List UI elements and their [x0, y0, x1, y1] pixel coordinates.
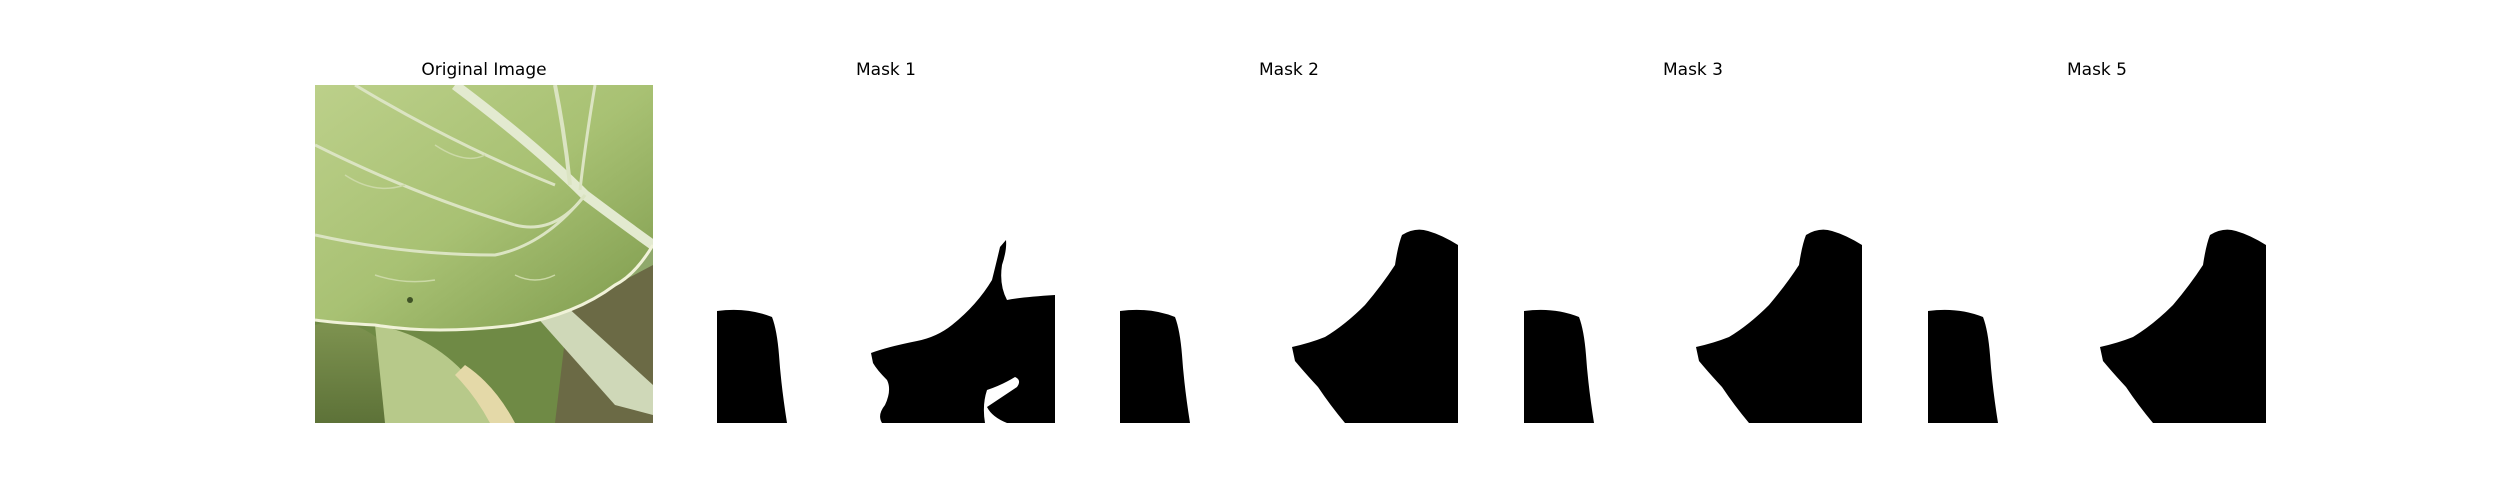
mask-2-panel: Mask 2	[1120, 0, 1458, 500]
mask-1-panel: Mask 1	[717, 0, 1055, 500]
mask-5-panel: Mask 5	[1928, 0, 2266, 500]
panel-title: Mask 5	[2066, 60, 2127, 80]
mask-5-image	[1928, 85, 2266, 423]
panel-title: Mask 1	[855, 60, 916, 80]
original-image-panel: Original Image	[315, 0, 653, 500]
panel-title: Original Image	[421, 60, 547, 80]
mask-1-image	[717, 85, 1055, 423]
mask-3-panel: Mask 3	[1524, 0, 1862, 500]
mask-2-image	[1120, 85, 1458, 423]
original-leaf-image	[315, 85, 653, 423]
mask-3-image	[1524, 85, 1862, 423]
panel-title: Mask 2	[1258, 60, 1319, 80]
panel-title: Mask 3	[1662, 60, 1723, 80]
